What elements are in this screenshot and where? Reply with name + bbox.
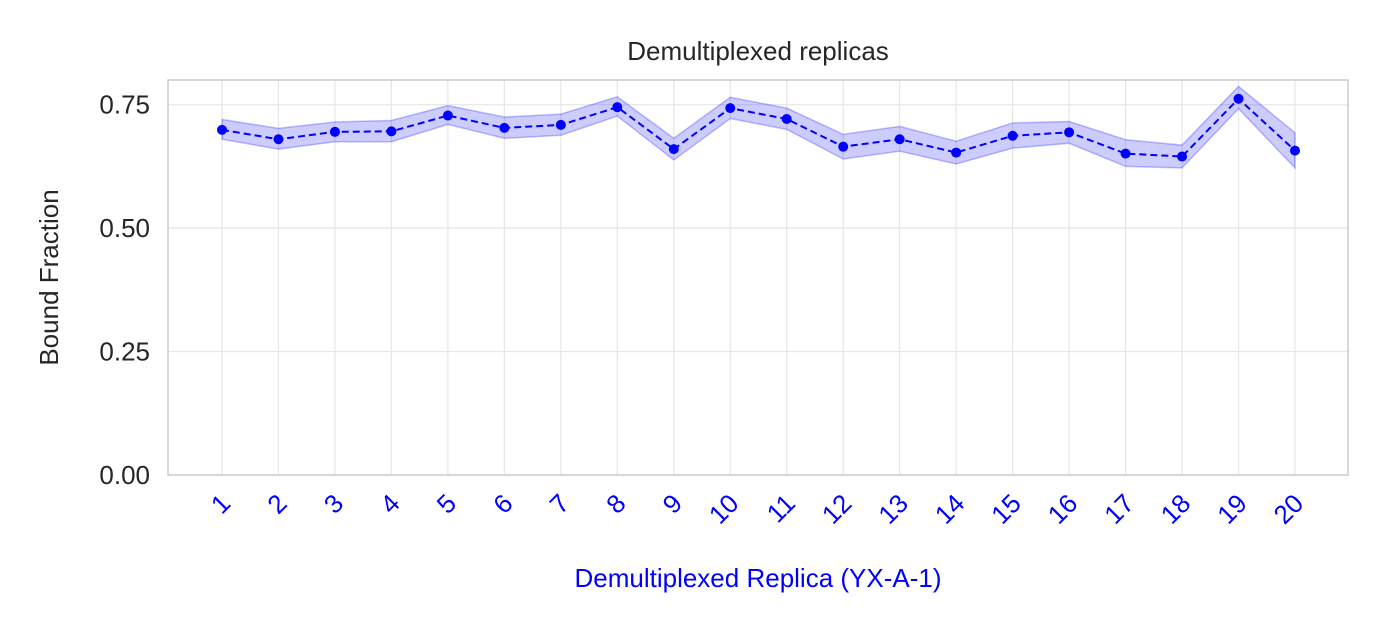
data-point bbox=[838, 141, 849, 152]
data-point bbox=[612, 102, 623, 113]
series-markers bbox=[217, 93, 1300, 162]
x-tick-label: 10 bbox=[703, 488, 745, 530]
y-tick-label: 0.50 bbox=[99, 213, 150, 243]
data-point bbox=[386, 126, 397, 137]
data-point bbox=[1007, 130, 1018, 141]
data-point bbox=[781, 114, 792, 125]
data-point bbox=[1290, 145, 1300, 156]
x-tick-label: 15 bbox=[985, 488, 1027, 530]
data-point bbox=[951, 147, 962, 158]
x-tick-label: 6 bbox=[487, 488, 518, 519]
data-point bbox=[725, 103, 736, 114]
chart-title: Demultiplexed replicas bbox=[627, 36, 889, 66]
x-tick-labels: 1 2 3 4 5 6 7 8 9 10 11 12 13 14 15 16 17 18 19 20 bbox=[205, 488, 1309, 530]
y-axis-label: Bound Fraction bbox=[34, 189, 64, 365]
x-tick-label: 11 bbox=[761, 488, 801, 528]
x-tick-label: 17 bbox=[1098, 488, 1140, 530]
x-tick-label: 16 bbox=[1042, 488, 1084, 530]
x-tick-label: 20 bbox=[1268, 488, 1310, 530]
x-tick-label: 12 bbox=[816, 488, 858, 530]
x-tick-label: 1 bbox=[205, 488, 236, 519]
x-axis-label: Demultiplexed Replica (YX-A-1) bbox=[574, 563, 941, 593]
x-tick-label: 18 bbox=[1155, 488, 1197, 530]
data-point bbox=[1233, 93, 1244, 104]
x-tick-label: 7 bbox=[544, 488, 575, 519]
y-tick-label: 0.00 bbox=[99, 460, 150, 490]
mean-line bbox=[221, 97, 1296, 158]
data-point bbox=[668, 144, 679, 155]
data-point bbox=[329, 126, 340, 137]
data-point bbox=[1177, 151, 1188, 162]
data-point bbox=[273, 134, 284, 145]
y-tick-labels: 0.00 0.25 0.50 0.75 bbox=[99, 90, 150, 490]
confidence-band bbox=[221, 85, 1296, 170]
data-point bbox=[442, 110, 453, 121]
plot-frame bbox=[167, 79, 1349, 476]
data-point bbox=[217, 124, 227, 135]
x-tick-label: 13 bbox=[872, 488, 914, 530]
data-point bbox=[1120, 148, 1131, 159]
x-tick-label: 19 bbox=[1211, 488, 1253, 530]
y-tick-label: 0.25 bbox=[99, 337, 150, 367]
x-tick-label: 5 bbox=[431, 488, 462, 519]
y-tick-label: 0.75 bbox=[99, 90, 150, 120]
data-point bbox=[894, 134, 905, 145]
ci-band bbox=[221, 85, 1296, 170]
x-tick-label: 14 bbox=[929, 488, 971, 530]
x-tick-label: 8 bbox=[600, 488, 631, 519]
data-point bbox=[1064, 127, 1075, 138]
x-tick-label: 9 bbox=[657, 488, 688, 519]
data-point bbox=[555, 119, 566, 130]
x-tick-label: 3 bbox=[318, 488, 349, 519]
series-line bbox=[221, 97, 1296, 158]
data-point bbox=[499, 122, 510, 133]
x-tick-label: 4 bbox=[374, 488, 405, 519]
x-tick-label: 2 bbox=[261, 488, 292, 519]
